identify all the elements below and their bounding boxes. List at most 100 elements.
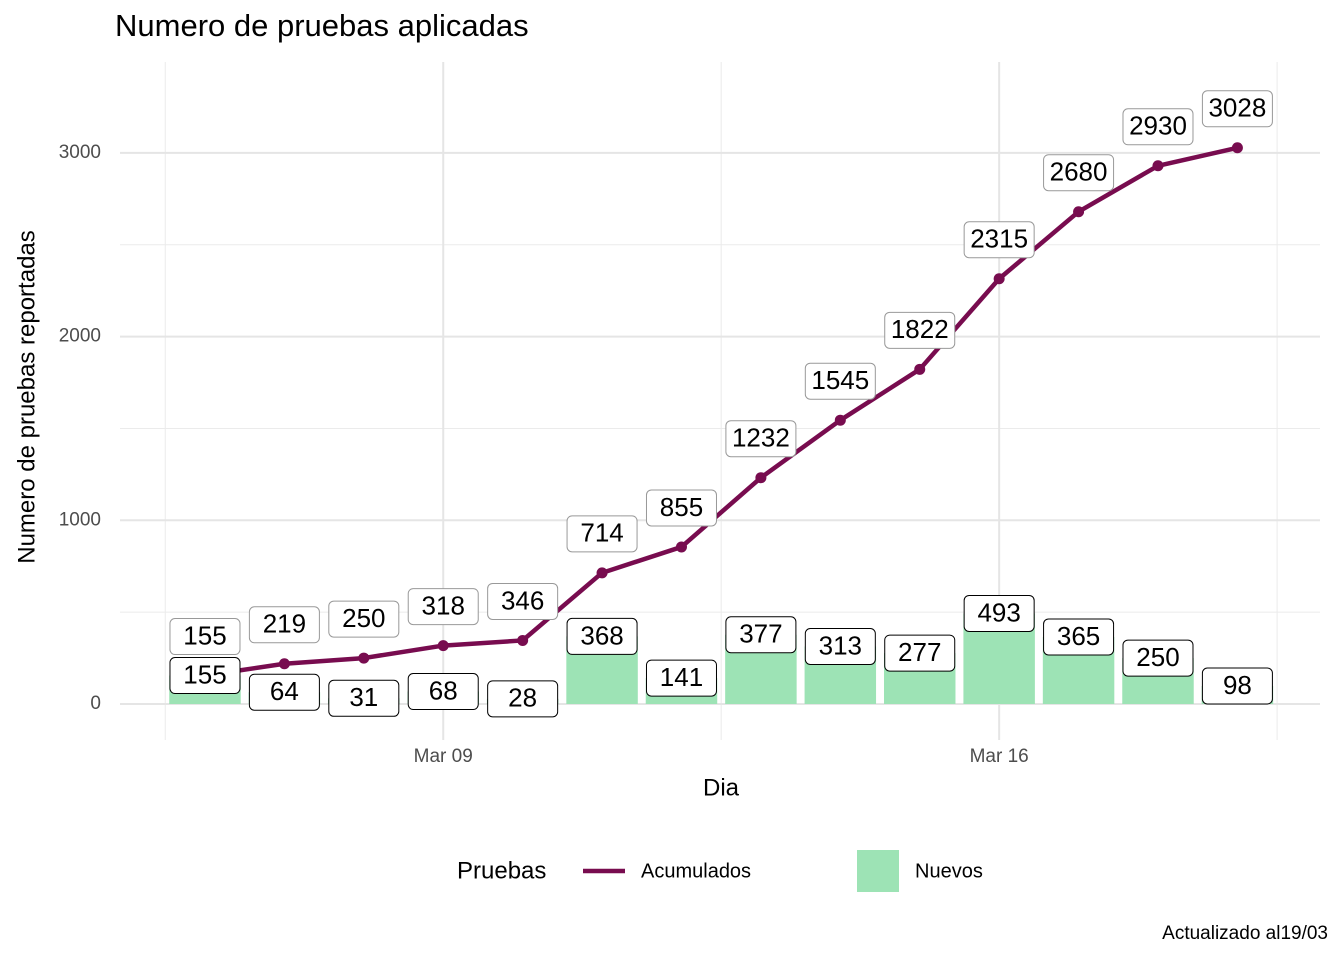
data-label: 68 — [429, 675, 458, 705]
label-box — [725, 616, 797, 654]
label-box — [1043, 618, 1115, 656]
y-tick-label: 1000 — [59, 509, 101, 530]
label-box — [1201, 667, 1273, 705]
label-box — [1201, 90, 1273, 128]
label-box — [725, 420, 797, 458]
data-label: 277 — [898, 637, 941, 667]
data-label: 855 — [660, 492, 703, 522]
label-box — [407, 673, 479, 711]
data-label: 3028 — [1208, 93, 1266, 123]
legend-swatch — [857, 850, 899, 892]
y-tick-label: 0 — [90, 693, 101, 714]
data-label-box: 2680 — [1043, 154, 1115, 192]
data-label: 377 — [739, 619, 782, 649]
point — [993, 273, 1005, 285]
data-label-box: 346 — [487, 582, 559, 620]
data-label-box: 368 — [566, 617, 638, 655]
data-label-box: 714 — [566, 515, 638, 553]
data-label-box: 313 — [804, 628, 876, 666]
y-tick-label: 3000 — [59, 142, 101, 163]
point — [517, 634, 529, 646]
label-box — [566, 617, 638, 655]
label-box — [566, 515, 638, 553]
data-label-box: 1545 — [804, 362, 876, 400]
point — [1073, 206, 1085, 218]
point — [1152, 160, 1164, 172]
data-label-box: 219 — [248, 606, 320, 644]
point — [834, 414, 846, 426]
data-label: 141 — [660, 662, 703, 692]
data-label: 318 — [422, 590, 465, 620]
label-box — [169, 618, 241, 656]
legend-label: Nuevos — [915, 860, 983, 882]
point — [596, 567, 608, 579]
label-box — [1122, 639, 1194, 677]
data-label-box: 493 — [963, 594, 1035, 632]
chart-title: Numero de pruebas aplicadas — [115, 8, 529, 43]
data-label: 368 — [580, 620, 623, 650]
data-label-box: 377 — [725, 616, 797, 654]
data-label: 2680 — [1050, 157, 1108, 187]
data-label-box: 365 — [1043, 618, 1115, 656]
data-label-box: 68 — [407, 673, 479, 711]
label-box — [963, 221, 1035, 259]
data-label-box: 855 — [645, 489, 717, 527]
label-box — [487, 582, 559, 620]
data-label-box: 2930 — [1122, 108, 1194, 146]
x-tick-label: Mar 16 — [970, 746, 1029, 767]
data-label: 714 — [580, 518, 623, 548]
data-label-box: 3028 — [1201, 90, 1273, 128]
label-box — [248, 606, 320, 644]
point — [278, 658, 290, 670]
label-box — [169, 657, 241, 695]
label-box — [645, 489, 717, 527]
label-box — [407, 588, 479, 626]
data-label: 28 — [508, 683, 537, 713]
caption: Actualizado al19/03 — [1162, 923, 1328, 944]
data-label-box: 98 — [1201, 667, 1273, 705]
data-label: 155 — [183, 659, 226, 689]
data-label-box: 64 — [248, 673, 320, 711]
data-label: 365 — [1057, 621, 1100, 651]
data-label: 313 — [819, 630, 862, 660]
point — [755, 472, 767, 484]
point — [358, 652, 370, 664]
label-box — [645, 659, 717, 697]
data-label: 2930 — [1129, 111, 1187, 141]
label-box — [884, 311, 956, 349]
label-box — [804, 628, 876, 666]
data-label-box: 277 — [884, 634, 956, 672]
data-label: 1545 — [811, 365, 869, 395]
y-tick-label: 2000 — [59, 326, 101, 347]
data-label: 493 — [977, 597, 1020, 627]
line — [204, 145, 1238, 678]
data-label-box: 141 — [645, 659, 717, 697]
data-label: 346 — [501, 585, 544, 615]
data-label-box: 1822 — [884, 311, 956, 349]
point — [437, 640, 449, 652]
label-box — [1043, 154, 1115, 192]
point — [1231, 142, 1243, 154]
data-label: 1822 — [891, 314, 949, 344]
data-label: 2315 — [970, 224, 1028, 254]
legend-title: Pruebas — [457, 857, 546, 884]
data-label-box: 250 — [328, 600, 400, 638]
x-axis-label: Dia — [703, 774, 740, 801]
data-label-box: 155 — [169, 618, 241, 656]
data-label: 250 — [342, 603, 385, 633]
data-label-box: 31 — [328, 679, 400, 717]
label-box — [1122, 108, 1194, 146]
data-label-box: 28 — [487, 680, 559, 718]
data-label-box: 250 — [1122, 639, 1194, 677]
data-label: 250 — [1136, 642, 1179, 672]
label-box — [804, 362, 876, 400]
data-label: 31 — [349, 682, 378, 712]
data-label: 98 — [1223, 670, 1252, 700]
label-box — [884, 634, 956, 672]
y-axis-label: Numero de pruebas reportadas — [13, 230, 40, 564]
point — [675, 541, 687, 553]
data-label-box: 318 — [407, 588, 479, 626]
data-label-box: 2315 — [963, 221, 1035, 259]
data-label: 155 — [183, 620, 226, 650]
